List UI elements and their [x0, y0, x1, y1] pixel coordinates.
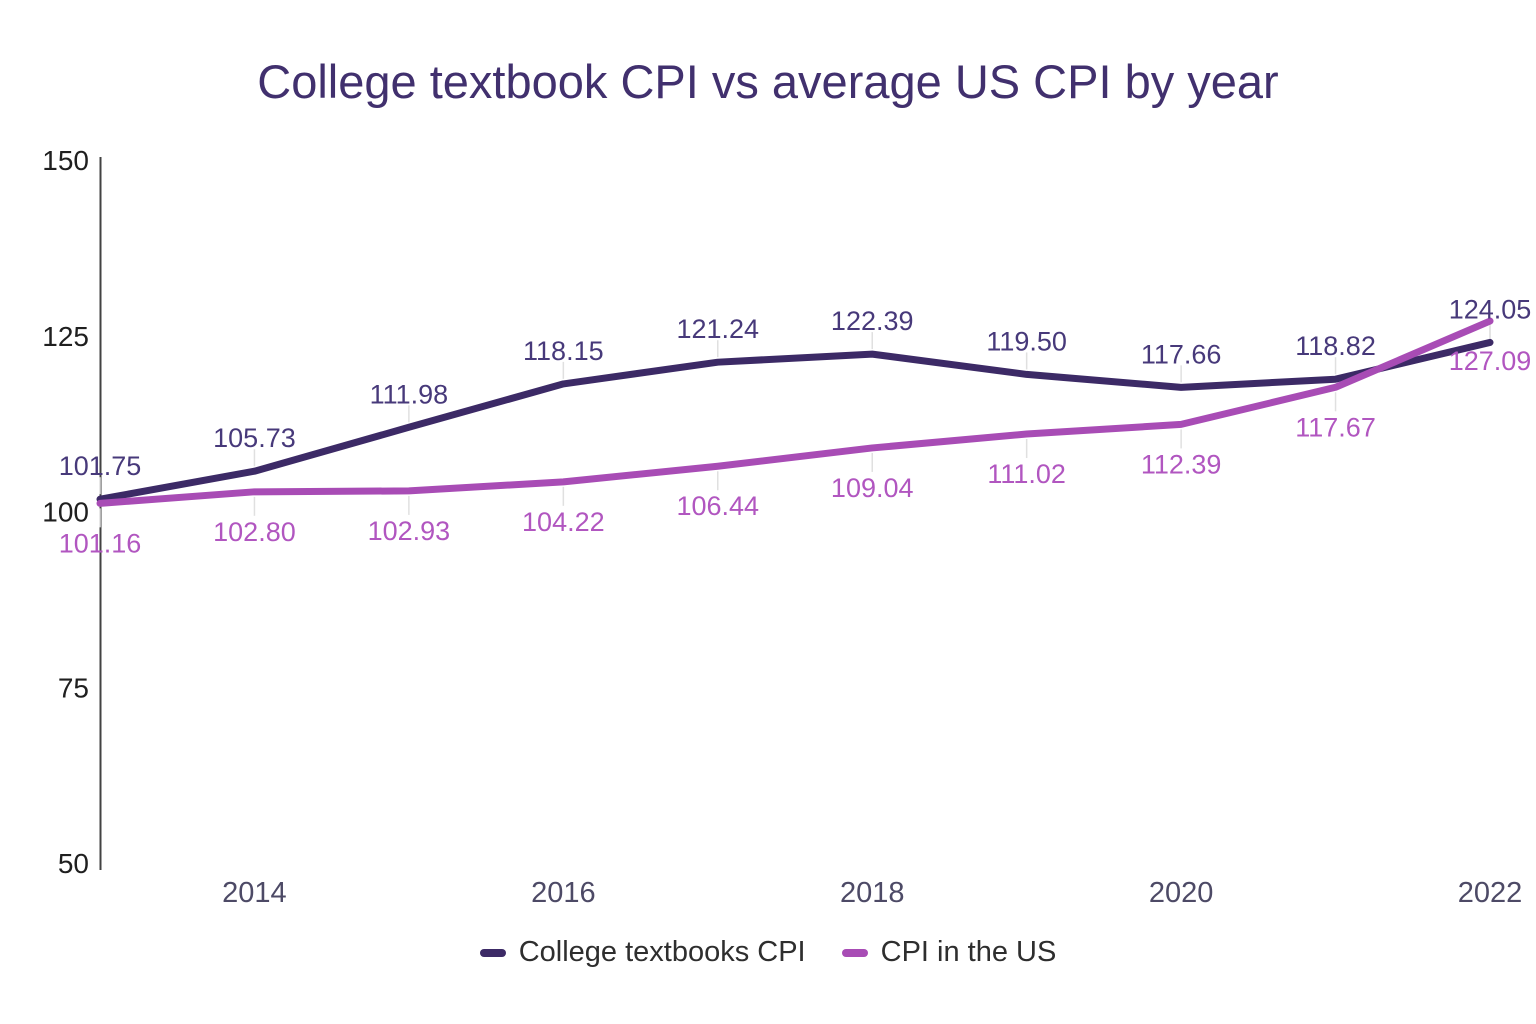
us-cpi-data-label: 104.22 [522, 507, 605, 537]
x-tick-label: 2014 [222, 877, 287, 909]
us-cpi-data-label: 117.67 [1295, 412, 1376, 442]
legend-item-us-cpi: CPI in the US [841, 936, 1057, 968]
legend-swatch-us-cpi [841, 948, 868, 957]
college-textbooks-cpi-data-label: 117.66 [1141, 339, 1222, 369]
y-tick-label: 100 [42, 497, 89, 528]
us-cpi-data-label: 109.04 [831, 473, 914, 503]
legend-label-college-textbooks-cpi: College textbooks CPI [518, 936, 806, 968]
college-textbooks-cpi-data-label: 118.82 [1295, 331, 1376, 361]
college-textbooks-cpi-data-label: 122.39 [831, 306, 914, 336]
college-textbooks-cpi-data-label: 124.05 [1449, 294, 1532, 324]
us-cpi-data-label: 102.80 [213, 517, 296, 547]
college-textbooks-cpi-data-label: 101.75 [59, 451, 142, 481]
legend-label-us-cpi: CPI in the US [880, 936, 1057, 968]
legend-swatch-college-textbooks-cpi [479, 948, 506, 957]
us-cpi-data-label: 111.02 [987, 459, 1066, 489]
us-cpi-line [96, 317, 1494, 507]
us-cpi-data-label: 101.16 [59, 528, 142, 558]
legend-item-college-textbooks-cpi: College textbooks CPI [479, 936, 806, 968]
x-tick-label: 2018 [840, 877, 905, 909]
y-tick-label: 150 [42, 145, 89, 176]
college-textbooks-cpi-data-label: 119.50 [986, 326, 1067, 356]
us-cpi-data-label: 112.39 [1141, 449, 1222, 479]
y-tick-label: 125 [42, 321, 89, 352]
x-tick-label: 2016 [531, 877, 596, 909]
x-tick-label: 2020 [1149, 877, 1214, 909]
us-cpi-data-label: 127.09 [1449, 346, 1532, 376]
college-textbooks-cpi-data-label: 111.98 [370, 379, 449, 409]
y-tick-label: 50 [58, 848, 89, 879]
y-tick-label: 75 [58, 672, 89, 703]
college-textbooks-cpi-data-label: 121.24 [676, 314, 759, 344]
college-textbooks-cpi-data-label: 118.15 [523, 336, 604, 366]
legend: College textbooks CPI CPI in the US [0, 938, 1536, 967]
college-textbooks-cpi-data-label: 105.73 [213, 423, 296, 453]
x-tick-label: 2022 [1458, 877, 1523, 909]
us-cpi-data-label: 102.93 [368, 516, 451, 546]
chart-title: College textbook CPI vs average US CPI b… [257, 55, 1279, 108]
us-cpi-data-label: 106.44 [676, 491, 759, 521]
college-textbooks-cpi-line [96, 338, 1494, 503]
